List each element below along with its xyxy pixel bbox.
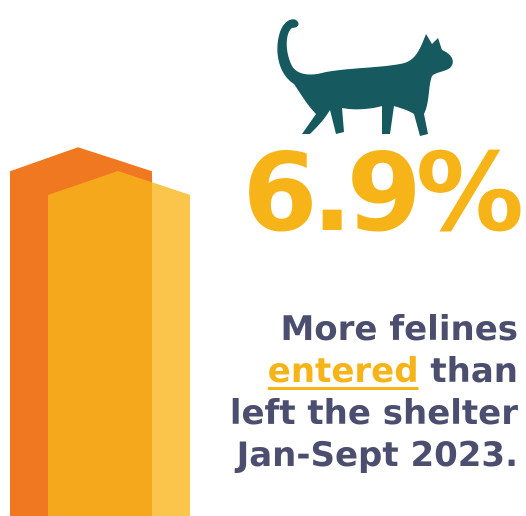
bar-left-face [152,182,190,516]
caption-line-1: More felines [280,309,518,349]
caption-line-3: left the shelter [229,393,518,433]
caption: More felines entered than left the shelt… [198,308,518,476]
cat-icon [277,19,453,137]
caption-highlight: entered [267,351,419,391]
headline-percent: 6.9% [242,131,524,256]
caption-line-4: Jan-Sept 2023. [236,435,518,475]
caption-line-2-rest: than [418,351,518,391]
caption-line-2: entered than [198,350,518,392]
